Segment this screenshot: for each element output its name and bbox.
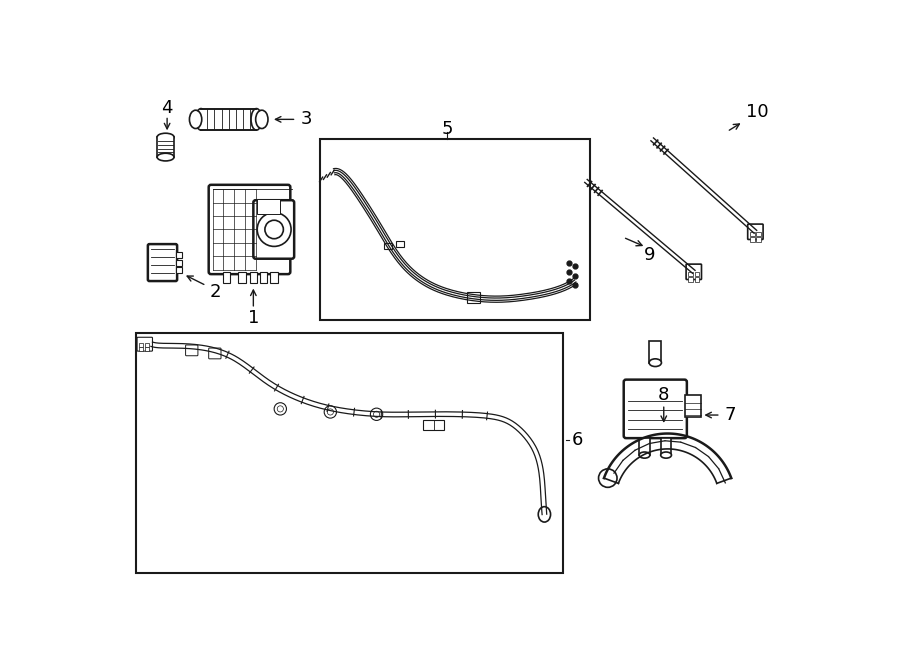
Text: 4: 4 [161,98,173,117]
Text: 2: 2 [210,283,221,301]
Circle shape [265,220,284,239]
Bar [685,395,701,416]
Bar [384,243,392,249]
Bar [661,438,671,455]
Bar [756,237,760,242]
FancyBboxPatch shape [624,379,687,438]
FancyBboxPatch shape [209,348,221,359]
Circle shape [328,409,333,415]
FancyBboxPatch shape [185,345,198,356]
Ellipse shape [251,108,262,130]
Bar [249,272,257,283]
Bar [140,342,143,346]
Ellipse shape [639,452,650,458]
Bar [750,232,754,237]
FancyBboxPatch shape [209,185,291,274]
Text: 8: 8 [658,386,670,404]
Bar [176,260,182,266]
FancyBboxPatch shape [748,224,763,239]
Bar [222,272,230,283]
Bar [695,272,699,276]
Circle shape [277,406,284,412]
Text: 5: 5 [442,120,453,138]
Bar [423,420,445,430]
Circle shape [371,408,382,420]
Bar [649,341,662,363]
Text: 9: 9 [644,246,655,264]
Text: 1: 1 [248,309,259,327]
Circle shape [274,403,286,415]
Circle shape [257,213,291,247]
Bar [688,272,693,276]
Text: 6: 6 [572,431,583,449]
FancyBboxPatch shape [254,200,294,258]
Bar [695,277,699,282]
Bar [176,252,182,258]
Circle shape [374,411,380,417]
Ellipse shape [158,153,174,161]
Circle shape [324,406,337,418]
Bar [145,342,148,346]
Bar [176,267,182,274]
Bar [750,237,754,242]
Bar [756,232,760,237]
Text: 7: 7 [725,406,736,424]
Text: 3: 3 [301,110,312,128]
Bar [158,137,174,157]
Ellipse shape [256,110,268,128]
Bar [467,292,480,303]
FancyBboxPatch shape [137,337,152,351]
Text: 10: 10 [746,102,769,121]
Ellipse shape [195,108,206,130]
FancyBboxPatch shape [148,244,177,281]
Bar [136,333,562,573]
Bar [238,272,246,283]
Ellipse shape [158,134,174,141]
Bar [140,347,143,351]
Bar [201,108,256,130]
Ellipse shape [189,110,202,128]
Bar [396,241,403,247]
Bar [257,199,280,214]
Bar [688,277,693,282]
Ellipse shape [661,452,671,458]
Bar [320,139,590,319]
Ellipse shape [538,507,551,522]
Ellipse shape [649,359,662,367]
Bar [145,347,148,351]
Bar [270,272,278,283]
Bar [259,272,267,283]
FancyBboxPatch shape [686,264,701,280]
Bar [639,438,650,455]
Ellipse shape [598,469,617,487]
